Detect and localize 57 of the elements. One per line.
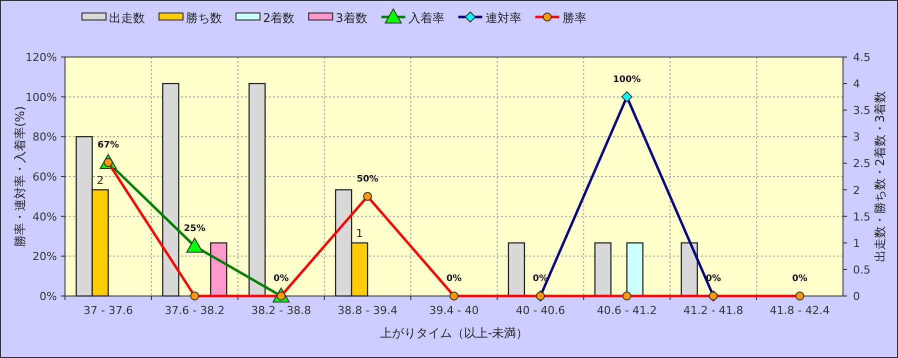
y-tick-label: 80% (32, 130, 57, 144)
bar (248, 82, 266, 297)
data-label: 25% (184, 224, 206, 234)
y-tick-label: 100% (26, 90, 57, 104)
y-tick-label: 60% (32, 170, 57, 184)
y-tick-label: 0% (40, 290, 57, 303)
y2-tick-label: 4 (853, 78, 860, 91)
x-tick-label: 38.2 - 38.8 (251, 304, 312, 317)
legend-label: 出走数 (109, 11, 145, 25)
x-tick-label: 41.8 - 42.4 (770, 304, 830, 317)
legend-label: 入着率 (408, 11, 444, 25)
y2-tick-label: 0 (853, 290, 860, 303)
data-label: 50% (356, 174, 378, 184)
point (621, 91, 632, 102)
x-axis-title: 上がりタイム（以上-未満） (380, 326, 528, 340)
y-tick-label: 40% (32, 210, 57, 224)
bar (162, 82, 180, 297)
point (622, 292, 632, 300)
x-tick-label: 37.6 - 38.2 (164, 304, 225, 317)
y2-tick-label: 3 (853, 130, 860, 144)
y2-tick-label: 0.5 (853, 263, 870, 276)
y2-tick-label: 4.5 (853, 51, 870, 64)
data-label: 100% (612, 74, 641, 85)
y-tick-label: 120% (26, 51, 57, 64)
x-tick-label: 37 - 37.6 (83, 304, 133, 317)
y2-tick-label: 1 (853, 236, 860, 250)
y-tick-label: 20% (32, 250, 57, 264)
point (795, 292, 804, 300)
bar (508, 242, 526, 297)
x-tick-label: 39.4 - 40 (429, 304, 479, 317)
data-label: 2 (96, 174, 104, 187)
y2-tick-label: 3.5 (853, 104, 870, 118)
point (363, 192, 372, 201)
data-label: 0% (446, 274, 462, 284)
x-tick-label: 40 - 40.6 (516, 304, 566, 317)
x-tick-label: 40.6 - 41.2 (596, 304, 657, 317)
y2-tick-label: 2.5 (853, 157, 870, 170)
data-label: 67% (97, 140, 119, 151)
data-label: 1 (356, 226, 364, 240)
legend-label: 3着数 (336, 11, 368, 25)
x-tick-label: 41.2 - 41.8 (683, 304, 744, 317)
y2-axis-title: 出走数・勝ち数・2着数・3着数 (873, 90, 887, 262)
x-tick-label: 38.8 - 39.4 (338, 304, 398, 317)
point (186, 238, 204, 253)
point (450, 292, 458, 300)
legend-label: 勝ち数 (186, 11, 222, 25)
y-axis-title: 勝率・連対率・入着率(%) (13, 106, 27, 247)
legend-label: 連対率 (485, 11, 522, 25)
legend-label: 2着数 (263, 11, 295, 25)
legend-label: 勝率 (562, 11, 586, 25)
point (190, 292, 200, 300)
y2-tick-label: 2 (853, 184, 860, 197)
y2-tick-label: 1.5 (853, 210, 870, 224)
bar (594, 242, 612, 297)
bar (680, 242, 698, 297)
data-label: 0% (273, 274, 289, 284)
data-label: 0% (792, 274, 808, 284)
